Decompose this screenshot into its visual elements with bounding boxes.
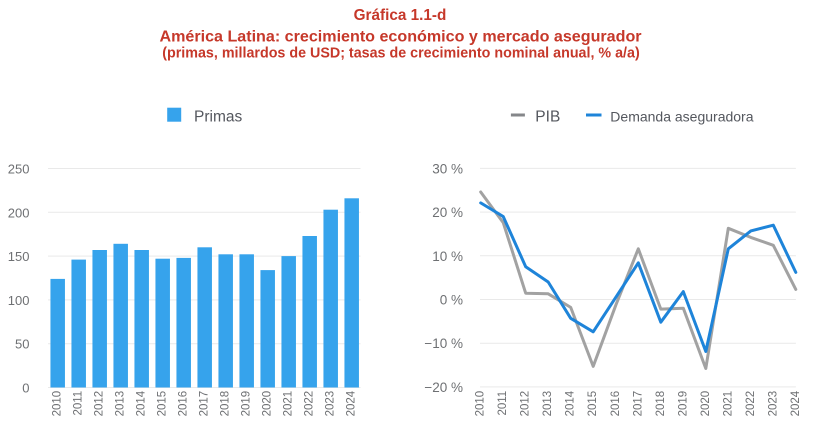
svg-text:PIB: PIB xyxy=(535,108,560,125)
svg-text:2021: 2021 xyxy=(283,391,295,417)
svg-text:2010: 2010 xyxy=(475,391,487,417)
svg-text:2010: 2010 xyxy=(52,391,64,417)
svg-text:2014: 2014 xyxy=(565,390,577,416)
svg-text:2012: 2012 xyxy=(520,391,532,417)
svg-text:2019: 2019 xyxy=(677,391,689,417)
svg-text:2017: 2017 xyxy=(199,391,211,417)
svg-text:2011: 2011 xyxy=(497,391,509,416)
svg-text:Gráfica 1.1-d: Gráfica 1.1-d xyxy=(354,7,447,24)
svg-text:2014: 2014 xyxy=(136,390,148,416)
svg-text:Primas: Primas xyxy=(194,108,242,125)
svg-text:150: 150 xyxy=(8,249,30,264)
svg-text:2024: 2024 xyxy=(790,390,802,416)
svg-text:2021: 2021 xyxy=(722,391,734,417)
svg-text:20 %: 20 % xyxy=(432,205,463,220)
svg-text:30 %: 30 % xyxy=(432,161,463,176)
svg-text:2011: 2011 xyxy=(73,391,85,416)
svg-text:2024: 2024 xyxy=(346,390,358,416)
svg-text:2019: 2019 xyxy=(241,391,253,417)
svg-text:(primas, millardos de USD; tas: (primas, millardos de USD; tasas de crec… xyxy=(162,45,640,61)
svg-text:2013: 2013 xyxy=(115,391,127,417)
svg-text:América Latina: crecimiento ec: América Latina: crecimiento económico y … xyxy=(159,28,642,46)
svg-text:50: 50 xyxy=(15,337,29,352)
svg-text:2015: 2015 xyxy=(587,391,599,417)
svg-text:2020: 2020 xyxy=(700,391,712,417)
svg-text:2023: 2023 xyxy=(767,391,779,417)
svg-text:2015: 2015 xyxy=(157,391,169,417)
svg-text:−10 %: −10 % xyxy=(424,336,463,351)
svg-text:250: 250 xyxy=(8,162,30,177)
svg-text:2018: 2018 xyxy=(655,391,667,417)
svg-text:2017: 2017 xyxy=(632,391,644,417)
svg-text:200: 200 xyxy=(8,205,30,220)
svg-text:2022: 2022 xyxy=(745,391,757,417)
svg-text:2023: 2023 xyxy=(325,391,337,417)
svg-text:2012: 2012 xyxy=(94,391,106,417)
svg-text:100: 100 xyxy=(8,293,30,308)
svg-text:2016: 2016 xyxy=(610,391,622,417)
svg-text:2018: 2018 xyxy=(220,391,232,417)
svg-text:2022: 2022 xyxy=(304,391,316,417)
svg-text:−20 %: −20 % xyxy=(424,380,463,395)
svg-text:10 %: 10 % xyxy=(432,249,463,264)
svg-text:2013: 2013 xyxy=(542,391,554,417)
svg-text:2016: 2016 xyxy=(178,391,190,417)
svg-text:0: 0 xyxy=(22,381,29,396)
svg-text:2020: 2020 xyxy=(262,391,274,417)
svg-text:Demanda aseguradora: Demanda aseguradora xyxy=(610,108,753,124)
svg-text:0 %: 0 % xyxy=(440,293,463,308)
